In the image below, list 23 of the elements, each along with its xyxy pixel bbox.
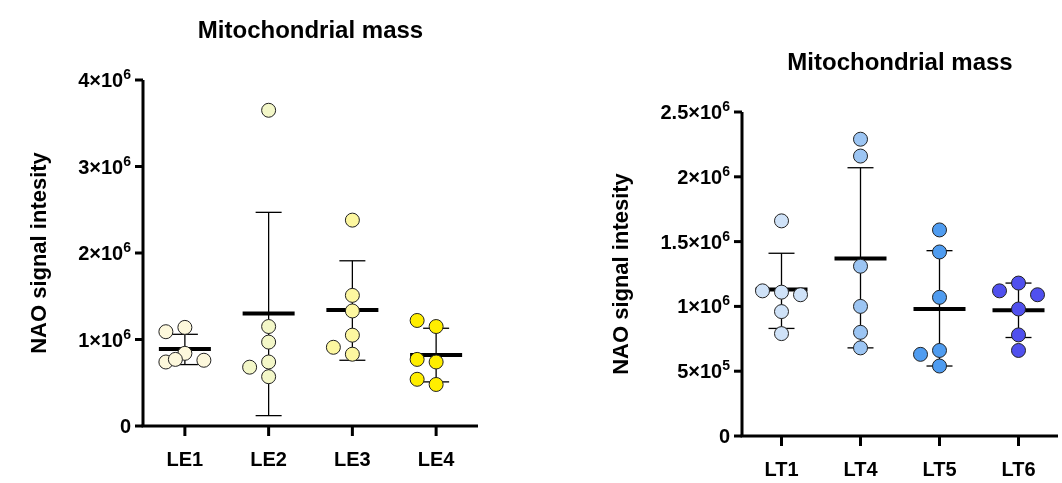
y-tick-label: 2.5×10$^{6}$ (660, 98, 731, 123)
x-tick-label: LE4 (417, 448, 456, 470)
x-tick-label: LE2 (250, 448, 287, 470)
chart-title: Mitochondrial mass (787, 48, 1013, 75)
x-tick-label: LT1 (764, 458, 799, 480)
y-tick-label: 2×10$^{6}$ (677, 162, 731, 188)
y-tick-label: 5×10$^{5}$ (677, 357, 731, 383)
y-tick-label: 2×10$^{6}$ (78, 239, 132, 264)
y-tick-label: 1×10$^{6}$ (78, 325, 132, 351)
y-tick-label: 0 (718, 425, 730, 447)
y-axis-title: NAO signal intesity (25, 151, 51, 354)
x-tick-label: LE3 (334, 448, 371, 470)
y-tick-label: 1×10$^{6}$ (677, 292, 731, 318)
y-axis-title: NAO signal intesity (607, 172, 633, 375)
y-tick-label: 3×10$^{6}$ (78, 152, 132, 178)
x-tick-label: LT5 (922, 458, 957, 480)
chart-title: Mitochondrial mass (197, 16, 424, 43)
x-tick-label: LT6 (1001, 458, 1036, 480)
y-tick-label: 1.5×10$^{6}$ (660, 227, 731, 253)
x-tick-label: LT4 (843, 458, 879, 480)
y-tick-label: 4×10$^{6}$ (78, 66, 132, 91)
x-tick-label: LE1 (166, 448, 204, 470)
y-tick-label: 0 (119, 415, 131, 437)
